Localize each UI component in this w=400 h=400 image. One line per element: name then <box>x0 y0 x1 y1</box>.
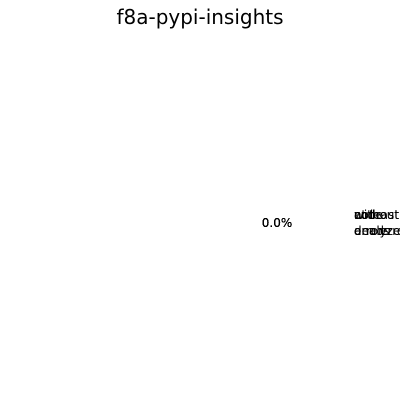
slice-category-label-line: at least <box>354 208 399 222</box>
slice-category-label: not analyzed <box>354 208 400 238</box>
slice-category-label-line: not <box>354 208 374 222</box>
slice-category-label: code dead <box>354 208 384 238</box>
slice-percent-label: 0.0% <box>262 216 293 230</box>
slice-category-label: at least one error <box>354 208 400 238</box>
slice-percent-label: 0.0% <box>262 216 293 230</box>
slice-category-label-line: dead <box>354 224 384 238</box>
slice-category-label-line: without <box>354 208 399 222</box>
slice-category-label-line: code <box>354 208 383 222</box>
slice-percent-label: 0.0% <box>262 216 293 230</box>
slice-category-label: without errors <box>354 208 399 238</box>
slice-category-label-line: one error <box>354 224 400 238</box>
slice-percent-label: 0.0% <box>262 216 293 230</box>
slice-category-label-line: errors <box>354 224 389 238</box>
chart-title: f8a-pypi-insights <box>116 5 283 29</box>
slice-category-label-line: analyzed <box>354 224 400 238</box>
